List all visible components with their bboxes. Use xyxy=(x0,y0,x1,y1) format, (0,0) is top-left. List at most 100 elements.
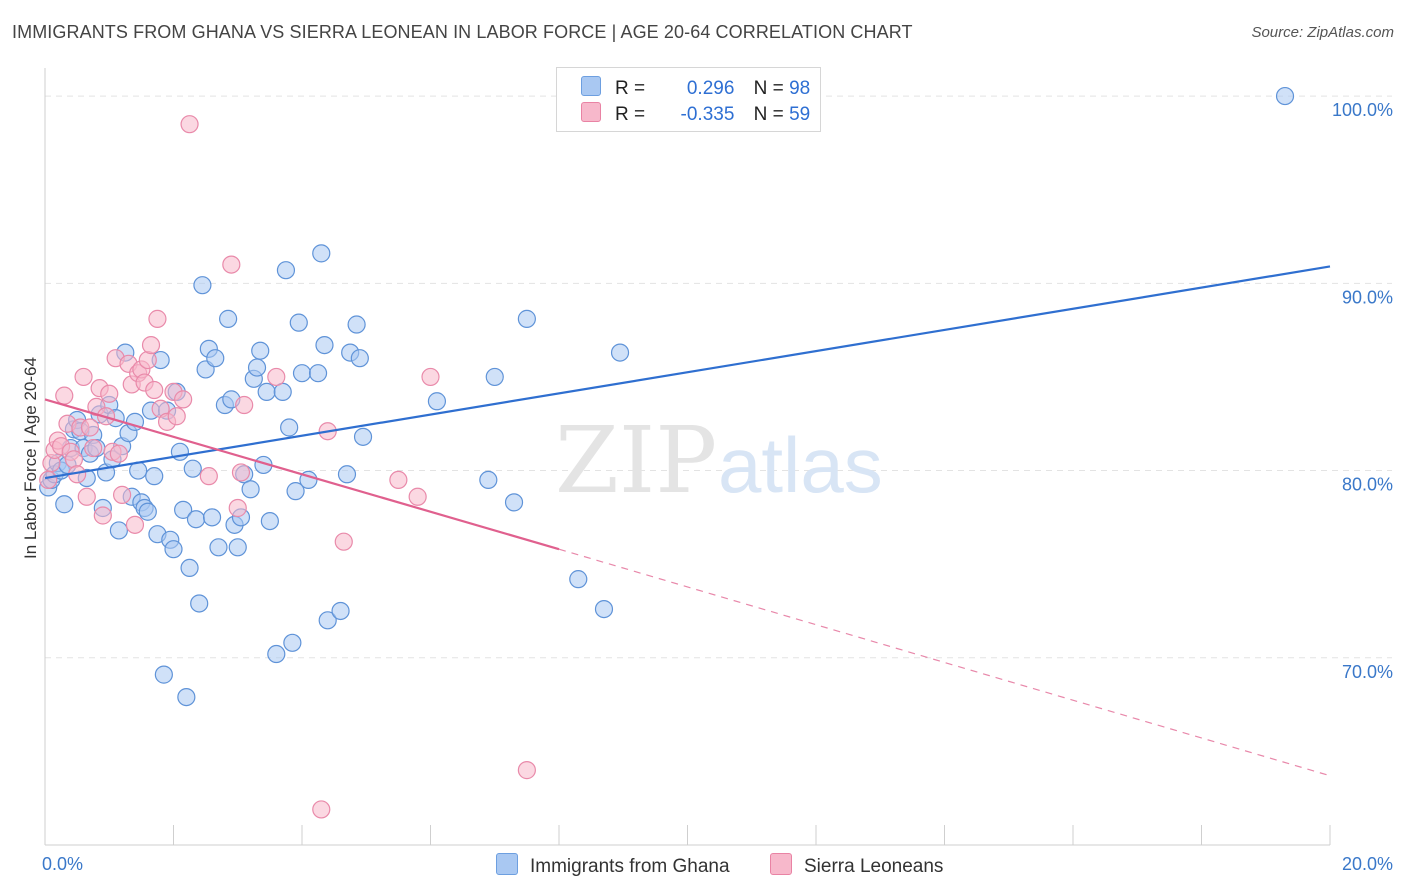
ghana-point xyxy=(209,538,228,557)
trend-lines xyxy=(44,265,1331,777)
ghana-point xyxy=(350,349,369,368)
sierra-point xyxy=(235,395,254,415)
chart-title: IMMIGRANTS FROM GHANA VS SIERRA LEONEAN … xyxy=(12,22,913,42)
sierra-point xyxy=(174,390,193,409)
sierra-point xyxy=(112,485,132,504)
legend-n-value-sierra: 59 xyxy=(789,104,811,125)
chart-source: Source: ZipAtlas.com xyxy=(1251,24,1394,41)
ghana-point xyxy=(1275,86,1295,106)
ghana-point xyxy=(190,594,209,613)
y-tick-labels: 70.0% 80.0% 90.0% 100.0% xyxy=(1332,100,1393,682)
ghana-point xyxy=(485,367,504,387)
series-sierra-points xyxy=(39,115,536,819)
bottom-legend-ghana: Immigrants from Ghana xyxy=(496,853,730,878)
ghana-point xyxy=(318,611,337,630)
ghana-point xyxy=(145,467,164,486)
ghana-point xyxy=(594,599,614,619)
ghana-point xyxy=(479,470,498,490)
sierra-point xyxy=(334,532,353,551)
legend-n-label: N = xyxy=(753,78,784,99)
ghana-point xyxy=(353,427,373,446)
ghana-point xyxy=(267,644,286,664)
legend-r-value-ghana: 0.296 xyxy=(686,78,735,99)
ghana-point xyxy=(292,364,312,383)
x-tick-label: 20.0% xyxy=(1342,854,1393,874)
ghana-point xyxy=(183,459,202,478)
ghana-point xyxy=(286,482,305,501)
sierra-point xyxy=(228,498,247,518)
sierra-point xyxy=(138,350,157,370)
ghana-point xyxy=(228,538,247,557)
ghana-point xyxy=(174,500,193,519)
bottom-legend-swatch-ghana xyxy=(496,853,518,875)
ghana-point xyxy=(206,349,225,368)
sierra-trend-line xyxy=(44,398,560,551)
sierra-point xyxy=(80,418,100,437)
sierra-point xyxy=(39,470,58,490)
sierra-point xyxy=(148,309,167,328)
sierra-point xyxy=(517,761,536,780)
legend-r-label: R = xyxy=(615,104,646,125)
sierra-trend-extension xyxy=(558,548,1331,777)
watermark-atlas: atlas xyxy=(718,421,883,509)
sierra-point xyxy=(145,380,164,400)
sierra-point xyxy=(312,800,331,819)
ghana-point xyxy=(257,382,276,402)
sierra-point xyxy=(93,506,112,525)
ghana-point xyxy=(331,601,350,621)
ghana-point xyxy=(283,633,302,652)
axes xyxy=(44,68,1331,846)
x-tick-label: 0.0% xyxy=(42,854,83,874)
ghana-point xyxy=(55,495,74,514)
ghana-point xyxy=(186,510,206,529)
ghana-point xyxy=(273,382,292,402)
legend-swatch-sierra xyxy=(581,102,601,122)
x-tick-labels: 0.0% 20.0% xyxy=(42,854,1393,874)
ghana-point xyxy=(289,313,308,332)
y-tick-label: 80.0% xyxy=(1342,475,1393,495)
y-axis-title: In Labor Force | Age 20-64 xyxy=(21,357,40,559)
sierra-point xyxy=(55,386,74,405)
ghana-point xyxy=(276,261,296,280)
sierra-point xyxy=(84,438,103,458)
ghana-point xyxy=(308,364,328,383)
sierra-point xyxy=(141,335,161,355)
sierra-point xyxy=(199,467,218,486)
ghana-point xyxy=(177,687,196,707)
sierra-point xyxy=(267,367,286,387)
legend-n-value-ghana: 98 xyxy=(789,78,811,99)
ghana-point xyxy=(315,335,334,355)
correlation-legend: R = 0.296 N = 98 R = -0.335 N = 59 xyxy=(556,67,821,132)
sierra-point xyxy=(408,487,427,506)
bottom-legend-swatch-sierra xyxy=(770,853,792,875)
ghana-point xyxy=(312,244,331,263)
ghana-point xyxy=(202,508,222,527)
sierra-point xyxy=(125,515,145,534)
ghana-point xyxy=(337,465,357,484)
ghana-point xyxy=(193,276,212,295)
ghana-point xyxy=(610,343,630,362)
ghana-point xyxy=(164,540,183,559)
bottom-legend-sierra: Sierra Leoneans xyxy=(770,853,943,878)
legend-swatch-ghana xyxy=(581,76,601,96)
series-ghana-points xyxy=(39,86,1295,707)
ghana-point xyxy=(180,558,199,578)
legend-r-value-sierra: -0.335 xyxy=(680,104,735,125)
sierra-point xyxy=(180,115,199,134)
ghana-point xyxy=(347,315,366,334)
ghana-point xyxy=(251,341,270,360)
ghana-point xyxy=(138,502,157,521)
ghana-point xyxy=(517,309,536,328)
legend-row-ghana: R = 0.296 N = 98 xyxy=(581,76,810,100)
ghana-point xyxy=(219,309,238,328)
ghana-point xyxy=(280,418,299,437)
sierra-point xyxy=(222,255,241,274)
y-tick-label: 100.0% xyxy=(1332,100,1393,120)
sierra-point xyxy=(167,407,186,426)
sierra-point xyxy=(74,367,93,387)
sierra-point xyxy=(64,450,84,469)
ghana-point xyxy=(569,570,588,589)
y-tick-label: 90.0% xyxy=(1342,287,1393,307)
bottom-legend-label-sierra: Sierra Leoneans xyxy=(804,856,944,877)
